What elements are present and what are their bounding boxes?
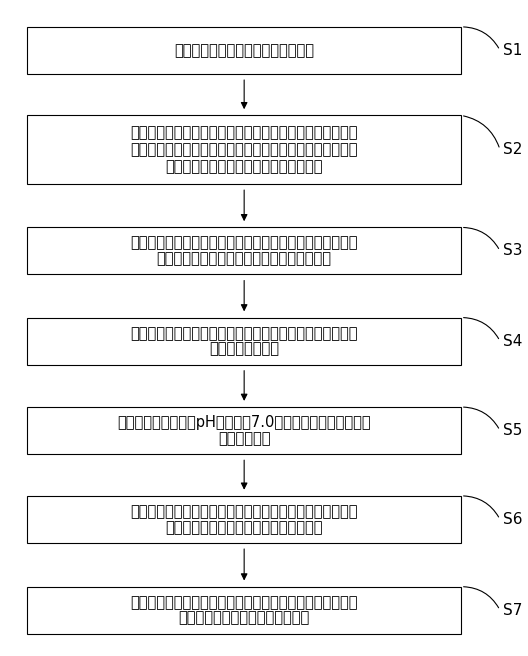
FancyBboxPatch shape	[27, 407, 461, 454]
Text: 间歇式曝气预处理: 间歇式曝气预处理	[209, 341, 279, 356]
Text: 滤液进行回灌: 滤液进行回灌	[218, 431, 270, 446]
FancyBboxPatch shape	[27, 27, 461, 74]
Text: 将混合后的垃圾与富集重金属离子生物质废弃材料进行上层: 将混合后的垃圾与富集重金属离子生物质废弃材料进行上层	[130, 326, 358, 340]
Text: 按照重金属对厌氧消化促进作用的浓度范围以及富集重金属: 按照重金属对厌氧消化促进作用的浓度范围以及富集重金属	[130, 125, 358, 140]
Text: 子生物质废弃材料与餐厨垃圾的混合比例: 子生物质废弃材料与餐厨垃圾的混合比例	[165, 159, 323, 174]
FancyBboxPatch shape	[27, 318, 461, 365]
Text: 氢气含量，计算日甲烷量和累积甲烷产量: 氢气含量，计算日甲烷量和累积甲烷产量	[165, 520, 323, 535]
FancyBboxPatch shape	[27, 228, 461, 274]
Text: 离子生物质废弃材料中重金属离子浓度，确定富集重金属离: 离子生物质废弃材料中重金属离子浓度，确定富集重金属离	[130, 142, 358, 157]
Text: S1: S1	[503, 43, 522, 58]
Text: S2: S2	[503, 142, 522, 157]
Text: 收集厌氧消化反应器内产生的气体，定期监测产气中甲烷和: 收集厌氧消化反应器内产生的气体，定期监测产气中甲烷和	[130, 504, 358, 519]
Text: 根据所述混合比例，将富集重金属离子生物质废弃材料加入: 根据所述混合比例，将富集重金属离子生物质废弃材料加入	[130, 236, 358, 251]
Text: S5: S5	[503, 423, 522, 438]
Text: 餐厨垃圾厌氧消化反应器中，与餐厨垃圾混匀: 餐厨垃圾厌氧消化反应器中，与餐厨垃圾混匀	[157, 251, 332, 266]
Text: 子浓度，计算重金属离子的利用率: 子浓度，计算重金属离子的利用率	[178, 611, 310, 626]
FancyBboxPatch shape	[27, 115, 461, 184]
Text: S4: S4	[503, 333, 522, 348]
Text: S7: S7	[503, 603, 522, 618]
Text: 待厌氧消化反应器内pH值升高到7.0以上时停止曝气，并将渗: 待厌氧消化反应器内pH值升高到7.0以上时停止曝气，并将渗	[117, 415, 371, 430]
FancyBboxPatch shape	[27, 496, 461, 543]
FancyBboxPatch shape	[27, 586, 461, 634]
Text: S6: S6	[503, 512, 522, 527]
Text: 获取富集重金属离子生物质废弃材料: 获取富集重金属离子生物质废弃材料	[174, 43, 314, 58]
Text: 对厌氧消化反应器内的反应物进行取样，测量其中重金属离: 对厌氧消化反应器内的反应物进行取样，测量其中重金属离	[130, 595, 358, 610]
Text: S3: S3	[503, 243, 522, 258]
